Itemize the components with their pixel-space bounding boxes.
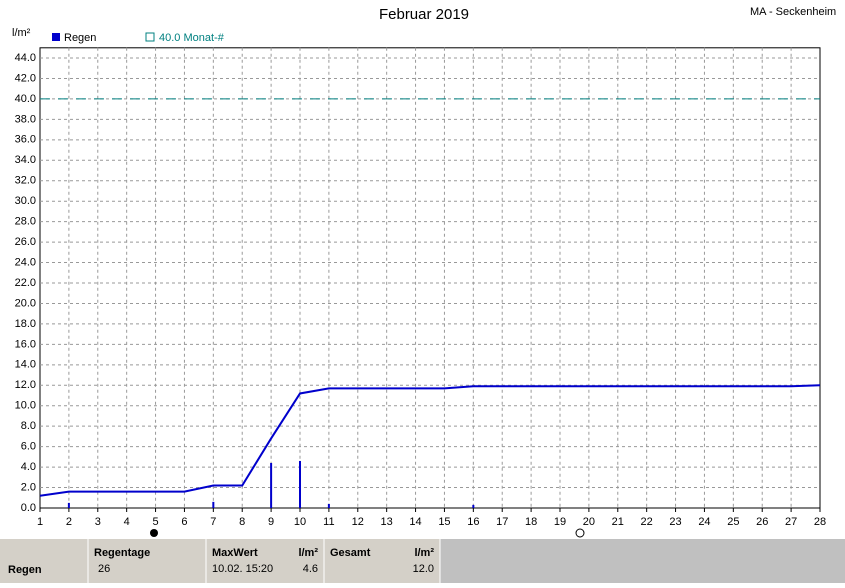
y-tick-label: 38.0	[15, 113, 36, 125]
y-tick-label: 4.0	[21, 461, 36, 473]
x-tick-label: 23	[669, 516, 681, 528]
y-tick-label: 30.0	[15, 195, 36, 207]
station: MA - Seckenheim	[750, 6, 836, 18]
cell: 26	[98, 563, 110, 575]
x-tick-label: 17	[496, 516, 508, 528]
x-tick-label: 20	[583, 516, 595, 528]
x-tick-label: 1	[37, 516, 43, 528]
legend-label: Regen	[64, 32, 96, 44]
x-tick-label: 22	[641, 516, 653, 528]
x-tick-label: 13	[381, 516, 393, 528]
x-tick-label: 19	[554, 516, 566, 528]
x-tick-label: 4	[124, 516, 130, 528]
x-tick-label: 21	[612, 516, 624, 528]
cumulative-line	[39, 384, 821, 497]
y-tick-label: 28.0	[15, 216, 36, 228]
y-tick-label: 16.0	[15, 338, 36, 350]
y-tick-label: 6.0	[21, 441, 36, 453]
y-tick-label: 0.0	[21, 502, 36, 514]
y-tick-label: 20.0	[15, 297, 36, 309]
daily-bar	[270, 463, 273, 508]
cell: 4.6	[303, 563, 318, 575]
summary-empty	[440, 539, 845, 583]
y-tick-label: 14.0	[15, 359, 36, 371]
x-tick-label: 27	[785, 516, 797, 528]
y-tick-label: 36.0	[15, 134, 36, 146]
y-tick-label: 24.0	[15, 256, 36, 268]
daily-bar	[67, 502, 70, 508]
moon-full	[150, 529, 158, 537]
y-tick-label: 34.0	[15, 154, 36, 166]
x-tick-label: 3	[95, 516, 101, 528]
y-tick-label: 22.0	[15, 277, 36, 289]
y-tick-label: 40.0	[15, 93, 36, 105]
col-header: Regentage	[94, 547, 150, 559]
plot: 0.0 2.0 4.0 6.0 8.0 10.0 12.0 14.0 16.0 18.0 20.0 2…	[15, 47, 826, 528]
plot-frame	[39, 47, 821, 509]
y-tick-label: 26.0	[15, 236, 36, 248]
x-tick-label: 8	[239, 516, 245, 528]
x-tick-label: 24	[698, 516, 710, 528]
x-tick-label: 10	[294, 516, 306, 528]
daily-bar	[299, 460, 301, 508]
cell: 12.0	[413, 563, 434, 575]
x-tick-label: 11	[323, 516, 334, 528]
x-tick-label: 25	[727, 516, 739, 528]
y-tick-label: 32.0	[15, 175, 36, 187]
col-header: Gesamt	[330, 547, 371, 559]
x-tick-label: 28	[814, 516, 826, 528]
row-label: Regen	[8, 564, 42, 576]
y-unit: l/m²	[12, 27, 31, 39]
y-tick-label: 18.0	[15, 318, 36, 330]
y-tick-label: 42.0	[15, 72, 36, 84]
daily-bar	[212, 501, 215, 508]
daily-bar	[472, 504, 475, 508]
daily-bar	[327, 503, 330, 508]
y-tick-label: 44.0	[15, 52, 36, 64]
cell: 10.02. 15:20	[212, 563, 273, 575]
moon-new	[575, 528, 585, 538]
col-header: MaxWert	[212, 547, 258, 559]
x-tick-label: 7	[210, 516, 216, 528]
x-tick-label: 9	[268, 516, 274, 528]
x-tick-label: 15	[438, 516, 450, 528]
y-tick-label: 12.0	[15, 379, 36, 391]
y-tick-label: 10.0	[15, 400, 36, 412]
chart-title: Februar 2019	[379, 6, 469, 23]
legend-label: 40.0 Monat-#	[159, 32, 225, 44]
col-header: l/m²	[414, 547, 434, 559]
x-tick-label: 26	[756, 516, 768, 528]
y-tick-label: 2.0	[21, 481, 36, 493]
x-tick-label: 12	[352, 516, 364, 528]
legend-swatch	[52, 33, 60, 41]
x-tick-label: 14	[409, 516, 421, 528]
y-tick-label: 8.0	[21, 420, 36, 432]
legend-swatch	[145, 32, 155, 42]
col-header: l/m²	[298, 547, 318, 559]
x-tick-label: 16	[467, 516, 479, 528]
x-tick-label: 5	[152, 516, 158, 528]
x-tick-label: 18	[525, 516, 537, 528]
x-tick-label: 2	[66, 516, 72, 528]
x-tick-label: 6	[181, 516, 187, 528]
